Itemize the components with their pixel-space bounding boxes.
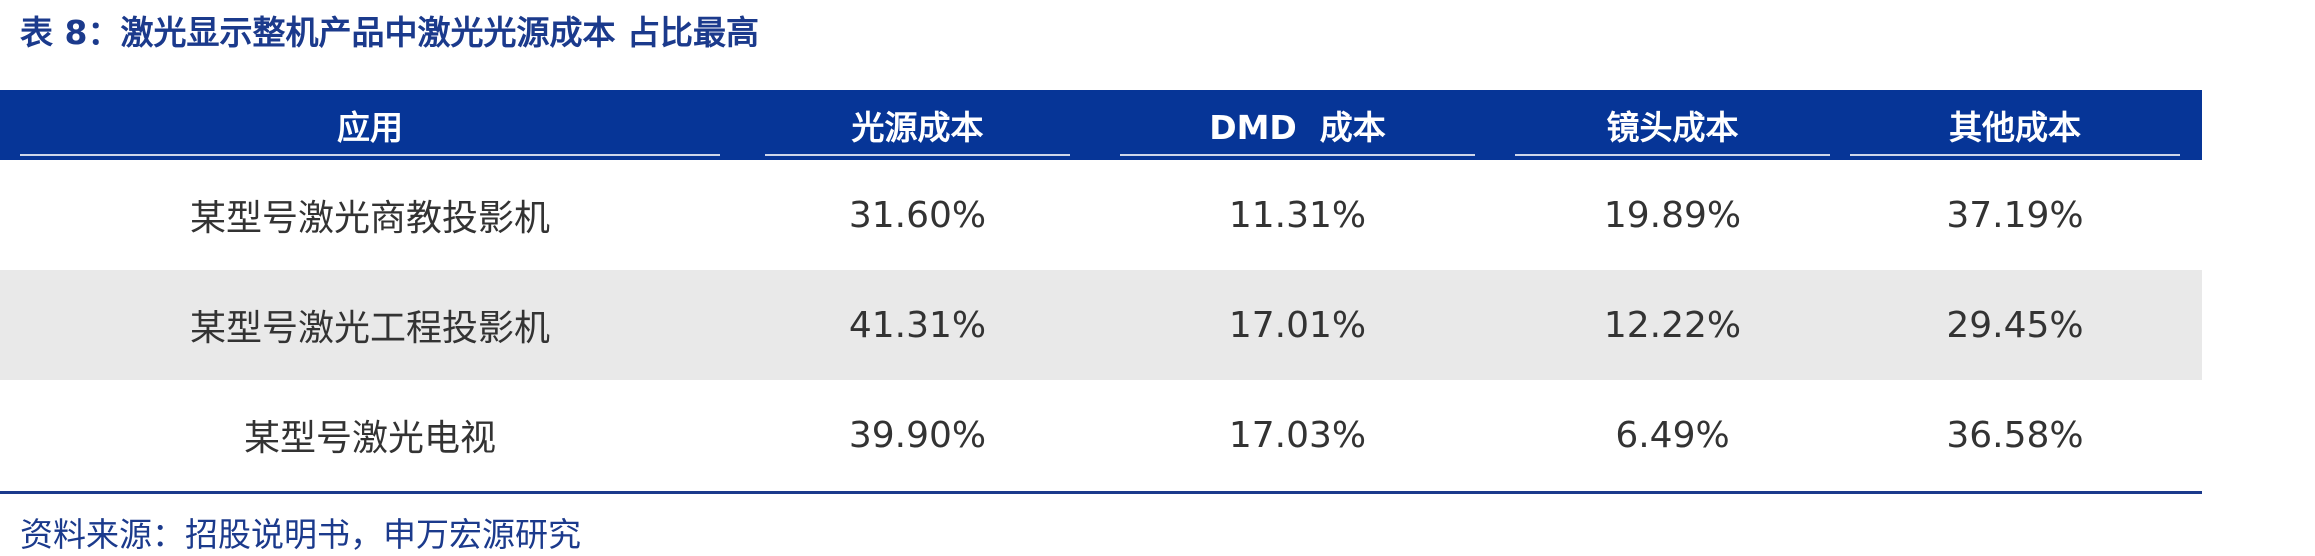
table-bottom-rule	[0, 491, 2202, 494]
table-cell: 39.90%	[848, 414, 987, 456]
table-row: 某型号激光商教投影机 31.60% 11.31% 19.89% 37.19%	[0, 160, 2202, 270]
header-cell: 镜头成本	[1606, 108, 1739, 147]
table-cell: 31.60%	[848, 194, 987, 236]
header-underline	[1120, 154, 1475, 156]
header-cell: 其他成本	[1949, 108, 2081, 147]
table-cell: 12.22%	[1603, 304, 1742, 346]
header-underline	[765, 154, 1070, 156]
table-cell: 17.03%	[1228, 414, 1367, 456]
table-row: 某型号激光工程投影机 41.31% 17.01% 12.22% 29.45%	[0, 270, 2202, 380]
table-row: 某型号激光电视 39.90% 17.03% 6.49% 36.58%	[0, 380, 2202, 490]
table-cell: 17.01%	[1228, 304, 1367, 346]
header-underline	[20, 154, 720, 156]
table-cell: 41.31%	[848, 304, 987, 346]
table-cell: 6.49%	[1615, 414, 1730, 456]
header-underline	[1515, 154, 1830, 156]
header-underline	[1850, 154, 2180, 156]
header-cell: 光源成本	[851, 108, 984, 147]
row-label: 某型号激光商教投影机	[189, 198, 550, 239]
table-cell: 19.89%	[1603, 194, 1742, 236]
source-note: 资料来源：招股说明书，申万宏源研究	[20, 515, 581, 554]
row-label: 某型号激光工程投影机	[189, 308, 550, 349]
header-cell: DMD 成本	[1209, 108, 1386, 147]
header-cell: 应用	[337, 108, 403, 147]
table-cell: 36.58%	[1946, 414, 2084, 456]
row-label: 某型号激光电视	[243, 418, 496, 459]
table-title: 表 8：激光显示整机产品中激光光源成本 占比最高	[20, 13, 759, 52]
table-cell: 29.45%	[1946, 304, 2084, 346]
table-cell: 11.31%	[1228, 194, 1367, 236]
table-cell: 37.19%	[1946, 194, 2084, 236]
table-header: 应用 光源成本 DMD 成本 镜头成本 其他成本	[0, 90, 2202, 160]
